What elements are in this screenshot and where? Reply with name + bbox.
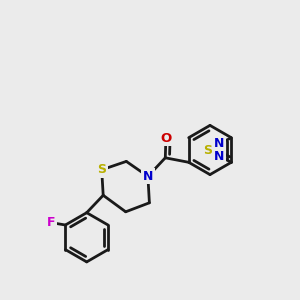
Text: F: F — [47, 216, 55, 229]
Text: N: N — [214, 137, 224, 150]
Text: N: N — [214, 150, 224, 163]
Text: O: O — [160, 132, 172, 145]
Text: S: S — [203, 143, 212, 157]
Text: S: S — [97, 163, 106, 176]
Text: N: N — [143, 170, 153, 183]
